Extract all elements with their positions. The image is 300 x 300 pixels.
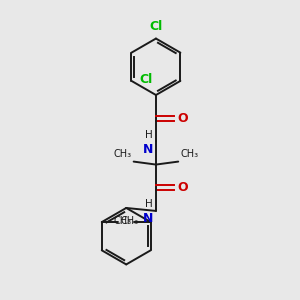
Text: O: O xyxy=(178,181,188,194)
Text: CH₃: CH₃ xyxy=(114,216,132,226)
Text: CH₃: CH₃ xyxy=(121,216,139,226)
Text: H: H xyxy=(145,130,152,140)
Text: N: N xyxy=(143,143,154,156)
Text: N: N xyxy=(143,212,154,225)
Text: Cl: Cl xyxy=(140,73,153,86)
Text: CH₃: CH₃ xyxy=(113,149,131,159)
Text: CH₃: CH₃ xyxy=(181,149,199,159)
Text: H: H xyxy=(145,200,152,209)
Text: O: O xyxy=(178,112,188,125)
Text: Cl: Cl xyxy=(149,20,163,33)
